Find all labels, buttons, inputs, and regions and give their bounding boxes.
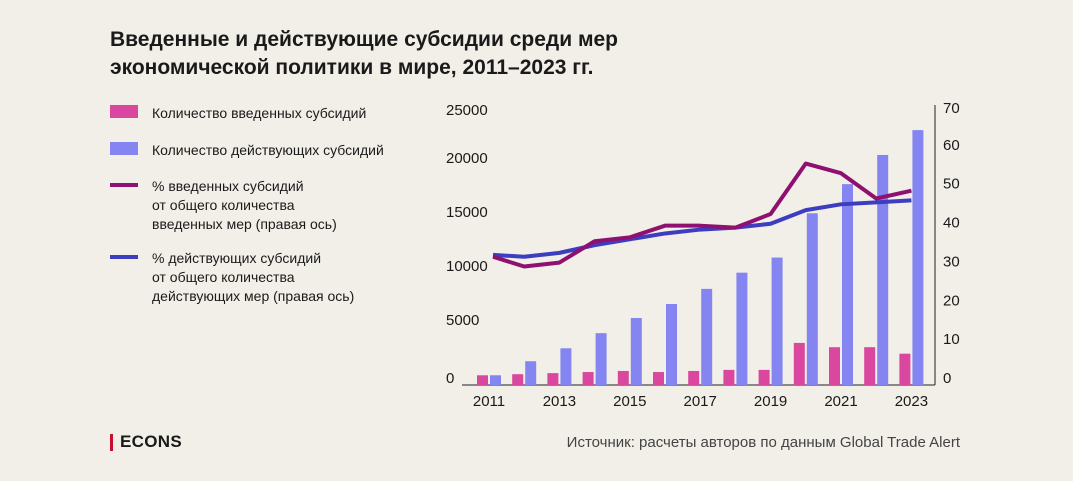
legend-item-introduced-count: Количество введенных субсидий [110, 104, 366, 123]
bar-introduced-count [547, 373, 559, 385]
legend-line-introduced-pct [110, 183, 138, 187]
x-tick-label: 2019 [754, 393, 787, 410]
bar-introduced-count [617, 370, 629, 385]
legend-label-introduced-pct-1: % введенных субсидий [152, 178, 304, 194]
legend-swatch-active-count [110, 142, 138, 155]
line-active-pct [492, 198, 912, 259]
bar-introduced-count [688, 370, 700, 385]
bar-active-count [525, 361, 537, 385]
y-left-tick-label: 15000 [446, 204, 488, 221]
bar-active-count [736, 272, 748, 385]
bar-introduced-count [582, 372, 594, 385]
bar-introduced-count [899, 353, 911, 385]
x-tick-label: 2021 [824, 393, 857, 410]
y-right-tick-label: 40 [943, 215, 960, 232]
legend-item-introduced-pct: % введенных субсидий от общего количеств… [110, 177, 337, 234]
y-right-tick-label: 10 [943, 331, 960, 348]
bar-introduced-count [829, 347, 840, 385]
legend-label-active-count: Количество действующих субсидий [152, 142, 384, 158]
legend-label-introduced-pct-3: введенных мер (правая ось) [152, 216, 337, 232]
bar-active-count [771, 257, 783, 385]
y-left-tick-label: 0 [446, 370, 454, 387]
bar-introduced-count [512, 374, 524, 385]
y-left-tick-label: 25000 [446, 102, 488, 119]
y-left-tick-label: 20000 [446, 150, 488, 167]
bar-active-count [490, 375, 501, 385]
bar-introduced-count [653, 372, 664, 385]
chart-title: Введенные и действующие субсидии среди м… [110, 26, 710, 82]
x-tick-label: 2015 [613, 393, 646, 410]
bar-active-count [806, 213, 818, 385]
legend-line-active-pct [110, 255, 138, 259]
chart-title-line-2: экономической политики в мире, 2011–2023… [110, 56, 594, 79]
x-tick-label: 2017 [684, 393, 717, 410]
brand-bar [110, 433, 113, 451]
y-right-tick-label: 20 [943, 292, 960, 309]
x-tick-label: 2011 [473, 393, 505, 410]
chart-title-line-1: Введенные и действующие субсидии среди м… [110, 28, 618, 51]
bar-active-count [666, 304, 677, 385]
brand-logo: ECONS [110, 432, 182, 452]
bar-active-count [595, 333, 607, 385]
bar-introduced-count [758, 369, 770, 385]
brand-name: ECONS [120, 432, 182, 451]
y-left-tick-label: 10000 [446, 258, 488, 275]
source-note: Источник: расчеты авторов по данным Glob… [566, 434, 960, 451]
y-right-tick-label: 50 [943, 176, 960, 193]
legend-item-active-count: Количество действующих субсидий [110, 141, 384, 160]
bar-active-count [842, 184, 853, 385]
bar-active-count [630, 318, 642, 385]
bar-active-count [560, 348, 572, 385]
bar-active-count [877, 154, 889, 385]
legend-label-active-pct-3: действующих мер (правая ось) [152, 288, 355, 304]
legend-swatch-introduced-count [110, 105, 138, 118]
y-right-tick-label: 30 [943, 253, 960, 270]
bar-introduced-count [864, 347, 876, 385]
bar-introduced-count [723, 369, 735, 385]
bar-active-count [701, 288, 713, 385]
legend-item-active-pct: % действующих субсидий от общего количес… [110, 249, 354, 306]
y-right-tick-label: 70 [943, 100, 960, 117]
legend-label-introduced-count: Количество введенных субсидий [152, 105, 367, 121]
y-right-tick-label: 0 [943, 370, 951, 387]
y-right-tick-label: 60 [943, 137, 960, 154]
x-tick-label: 2023 [895, 393, 928, 410]
bar-introduced-count [477, 375, 488, 385]
legend-label-active-pct-1: % действующих субсидий [152, 250, 322, 266]
x-tick-label: 2013 [543, 393, 576, 410]
bar-introduced-count [793, 342, 805, 385]
y-left-tick-label: 5000 [446, 312, 479, 329]
legend-label-introduced-pct-2: от общего количества [152, 197, 295, 213]
line-introduced-pct [492, 161, 912, 269]
legend-label-active-pct-2: от общего количества [152, 269, 295, 285]
bar-active-count [912, 130, 924, 385]
